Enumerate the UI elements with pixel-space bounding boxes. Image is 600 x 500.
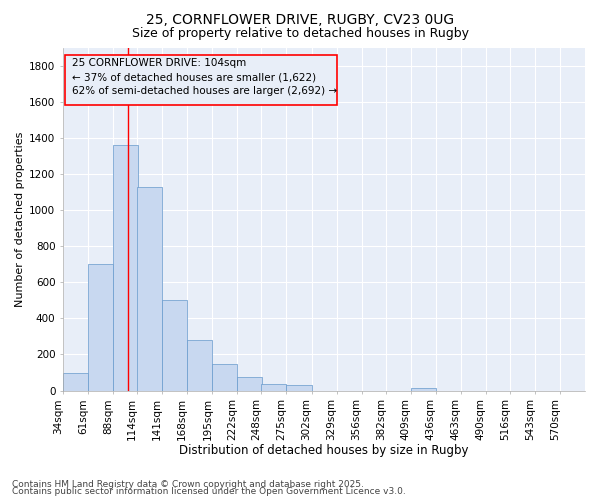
Text: Contains public sector information licensed under the Open Government Licence v3: Contains public sector information licen… [12,488,406,496]
Bar [63,372,88,390]
Bar [411,388,436,390]
Text: 25 CORNFLOWER DRIVE: 104sqm
← 37% of detached houses are smaller (1,622)
62% of : 25 CORNFLOWER DRIVE: 104sqm ← 37% of det… [73,58,337,96]
Bar [113,145,138,390]
Bar [286,385,311,390]
Bar [238,377,262,390]
Bar [162,300,187,390]
Bar [187,340,212,390]
Bar [212,364,238,390]
Y-axis label: Number of detached properties: Number of detached properties [15,132,25,306]
Bar [262,384,286,390]
Text: 25, CORNFLOWER DRIVE, RUGBY, CV23 0UG: 25, CORNFLOWER DRIVE, RUGBY, CV23 0UG [146,12,454,26]
Bar [65,54,337,106]
Text: Contains HM Land Registry data © Crown copyright and database right 2025.: Contains HM Land Registry data © Crown c… [12,480,364,489]
X-axis label: Distribution of detached houses by size in Rugby: Distribution of detached houses by size … [179,444,469,458]
Bar [88,264,113,390]
Bar [137,186,162,390]
Text: Size of property relative to detached houses in Rugby: Size of property relative to detached ho… [131,26,469,40]
